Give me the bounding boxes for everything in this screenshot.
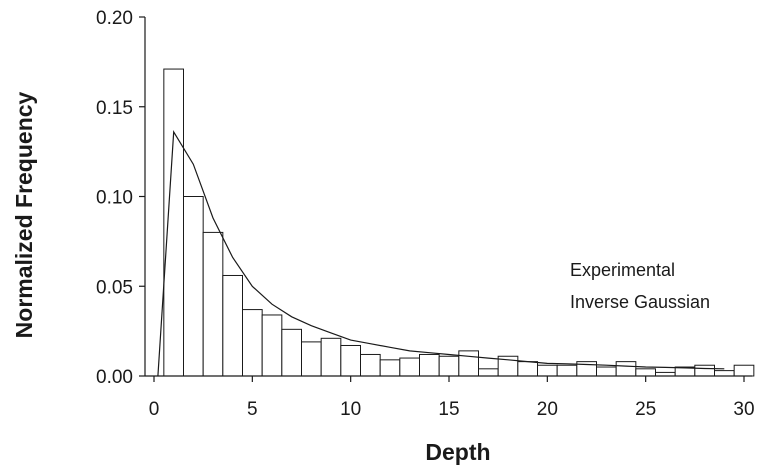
- x-tick-label: 25: [635, 399, 656, 420]
- x-tick-label: 10: [340, 399, 361, 420]
- histogram-bar: [733, 364, 755, 377]
- inverse-gaussian-curve: [157, 129, 725, 377]
- x-tick-label: 15: [438, 399, 459, 420]
- legend-experimental: Experimental: [570, 260, 675, 280]
- legend-inverse-gaussian: Inverse Gaussian: [570, 292, 710, 312]
- histogram-bar: [222, 274, 243, 377]
- histogram-bar: [714, 370, 735, 377]
- histogram-bar: [694, 364, 715, 377]
- x-tick-label: 20: [537, 399, 558, 420]
- histogram-bar: [261, 314, 283, 377]
- x-tick-label: 30: [733, 399, 754, 420]
- y-axis-title: Normalized Frequency: [11, 91, 37, 338]
- ticks-group: 0.00 0.05 0.10 0.15 0.20 0 5 10 15 20 25 30: [96, 8, 755, 420]
- histogram-bar: [635, 368, 656, 377]
- histogram-bar: [615, 361, 637, 377]
- y-tick-label: 0.20: [96, 8, 133, 29]
- histogram-bar: [458, 350, 480, 377]
- histogram-bar: [202, 231, 224, 377]
- histogram-bar: [438, 355, 460, 377]
- histogram-bar: [517, 361, 538, 377]
- x-tick-label: 5: [247, 399, 258, 420]
- histogram-bar: [478, 368, 499, 377]
- histogram-bar: [163, 68, 184, 377]
- histogram-bar: [340, 344, 362, 377]
- x-axis-title: Depth: [425, 439, 490, 465]
- histogram-bar: [419, 353, 440, 377]
- histogram-bar: [281, 328, 303, 377]
- histogram-bar: [183, 196, 204, 377]
- histogram-bar: [596, 366, 617, 377]
- histogram-bar: [301, 341, 322, 377]
- histogram-bar: [360, 353, 381, 377]
- y-tick-label: 0.15: [96, 98, 133, 119]
- bars-group: [163, 68, 755, 377]
- histogram-bar: [320, 337, 342, 377]
- histogram-bar: [399, 357, 421, 377]
- x-tick-label: 0: [149, 399, 160, 420]
- histogram-bar: [242, 309, 263, 377]
- histogram-bar: [537, 364, 558, 377]
- y-tick-label: 0.10: [96, 188, 133, 209]
- histogram-bar: [379, 359, 401, 377]
- y-tick-label: 0.00: [96, 367, 133, 388]
- histogram-bar: [556, 364, 578, 377]
- y-tick-label: 0.05: [96, 277, 133, 298]
